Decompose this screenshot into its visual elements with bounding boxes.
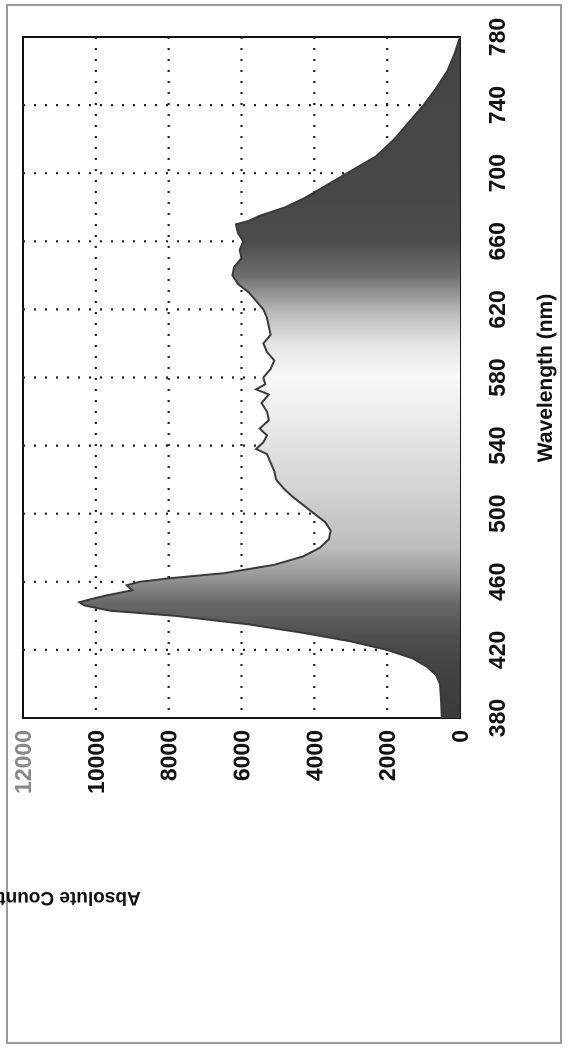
x-tick-label: 780 [484, 18, 510, 56]
x-axis-label: Wavelength (nm) [534, 294, 557, 462]
y-tick-label: 2000 [374, 730, 400, 781]
y-tick-label: 4000 [301, 730, 327, 781]
x-tick-label: 580 [484, 358, 510, 396]
y-tick-label: 0 [447, 730, 473, 743]
x-tick-label: 620 [484, 290, 510, 328]
x-tick-label: 660 [484, 222, 510, 260]
x-tick-label: 380 [484, 699, 510, 737]
y-tick-label: 12000 [10, 730, 36, 794]
y-tick-label: 8000 [156, 730, 182, 781]
x-tick-label: 540 [484, 426, 510, 464]
chart-frame [6, 4, 562, 1044]
x-tick-label: 500 [484, 495, 510, 533]
x-tick-label: 700 [484, 154, 510, 192]
x-tick-label: 740 [484, 86, 510, 124]
x-tick-labels: 380 420 460 500 540 580 620 660 700 740 780 [484, 18, 510, 737]
y-tick-labels: 0 2000 4000 6000 8000 10000 12000 [10, 730, 473, 794]
x-tick-label: 420 [484, 631, 510, 669]
y-tick-label: 6000 [229, 730, 255, 781]
y-tick-label: 10000 [83, 730, 109, 794]
spectrum-line [76, 36, 461, 719]
spectrum-area [79, 37, 461, 718]
x-tick-label: 460 [484, 563, 510, 601]
y-axis-label: Absolute Count(uW/nm) [0, 887, 141, 908]
